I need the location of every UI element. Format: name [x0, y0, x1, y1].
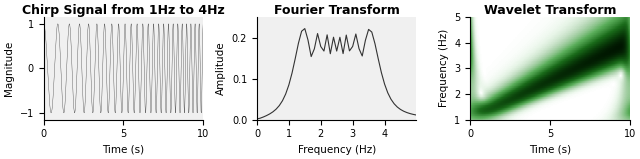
X-axis label: Frequency (Hz): Frequency (Hz) — [298, 145, 376, 155]
Title: Chirp Signal from 1Hz to 4Hz: Chirp Signal from 1Hz to 4Hz — [22, 4, 225, 17]
Title: Fourier Transform: Fourier Transform — [274, 4, 399, 17]
X-axis label: Time (s): Time (s) — [529, 145, 571, 155]
Y-axis label: Frequency (Hz): Frequency (Hz) — [438, 29, 449, 107]
Y-axis label: Amplitude: Amplitude — [216, 41, 227, 95]
Title: Wavelet Transform: Wavelet Transform — [484, 4, 616, 17]
Y-axis label: Magnitude: Magnitude — [4, 41, 14, 96]
X-axis label: Time (s): Time (s) — [102, 145, 145, 155]
